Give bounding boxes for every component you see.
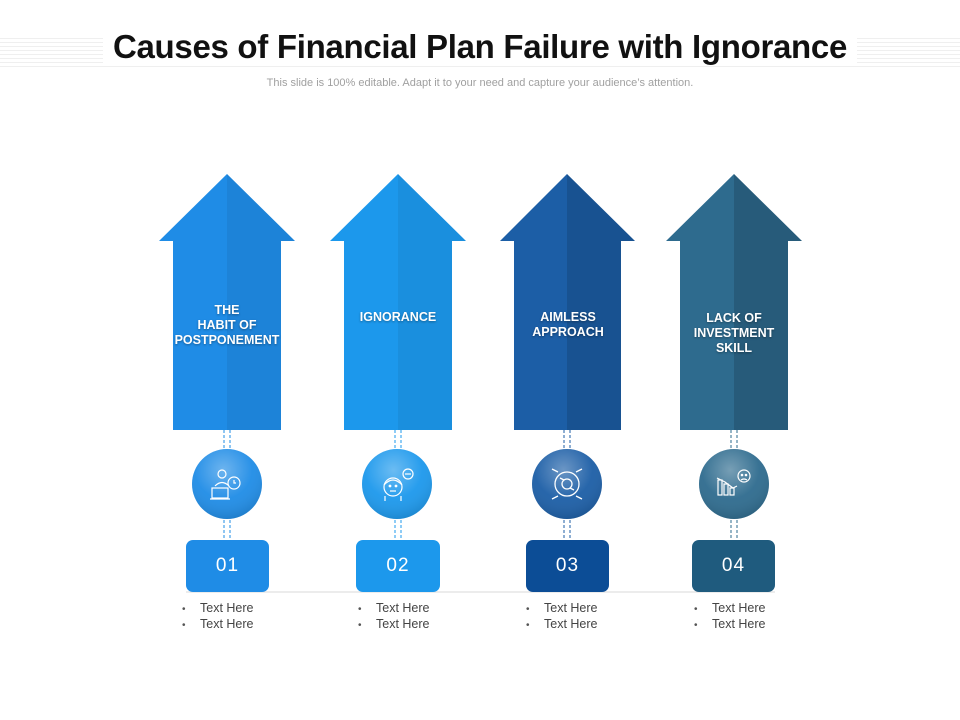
bullet-item: Text Here (694, 600, 766, 616)
cause-2 (330, 174, 466, 592)
cause-3-label: AIMLESS APPROACH (532, 310, 604, 339)
cycle-arrows-icon (551, 468, 583, 500)
bullet-item: Text Here (358, 600, 430, 616)
page-subtitle: This slide is 100% editable. Adapt it to… (266, 77, 694, 89)
ignorance-face-icon (383, 468, 414, 501)
cause-1-bullets: Text Here Text Here (182, 600, 254, 632)
cause-3 (500, 174, 635, 592)
cause-1-number: 01 (215, 555, 240, 576)
declining-chart-sad-icon (716, 469, 751, 496)
cause-4-number: 04 (721, 555, 746, 576)
number-badge-2 (356, 540, 440, 592)
bullet-item: Text Here (694, 616, 766, 632)
cause-2-number: 02 (386, 555, 410, 576)
cause-1 (159, 174, 295, 592)
bullet-item: Text Here (358, 616, 430, 632)
arrow-2 (330, 174, 466, 430)
bullet-item: Text Here (182, 616, 254, 632)
cause-1-label: THE HABIT OF POSTPONEMENT (174, 303, 280, 347)
arrow-1 (159, 174, 295, 430)
procrastination-laptop-clock-icon (210, 469, 241, 500)
arrow-3-shade (567, 174, 635, 430)
cause-3-number: 03 (555, 555, 580, 576)
arrow-3 (500, 174, 635, 430)
arrow-4 (666, 174, 802, 430)
bullet-item: Text Here (526, 600, 598, 616)
bullet-item: Text Here (526, 616, 598, 632)
cause-3-bullets: Text Here Text Here (526, 600, 598, 632)
number-badge-3 (526, 540, 609, 592)
cause-2-bullets: Text Here Text Here (358, 600, 430, 632)
number-badge-1 (186, 540, 269, 592)
arrow-1-shade (227, 174, 295, 430)
cause-4 (666, 174, 802, 592)
arrow-2-shade (398, 174, 466, 430)
cause-2-label: IGNORANCE (359, 310, 437, 324)
number-badge-4 (692, 540, 775, 592)
cause-4-label: LACK OF INVESTMENT SKILL (693, 311, 775, 355)
page-title: Causes of Financial Plan Failure with Ig… (0, 28, 960, 66)
bullet-item: Text Here (182, 600, 254, 616)
arrow-4-shade (734, 174, 802, 430)
cause-4-bullets: Text Here Text Here (694, 600, 766, 632)
